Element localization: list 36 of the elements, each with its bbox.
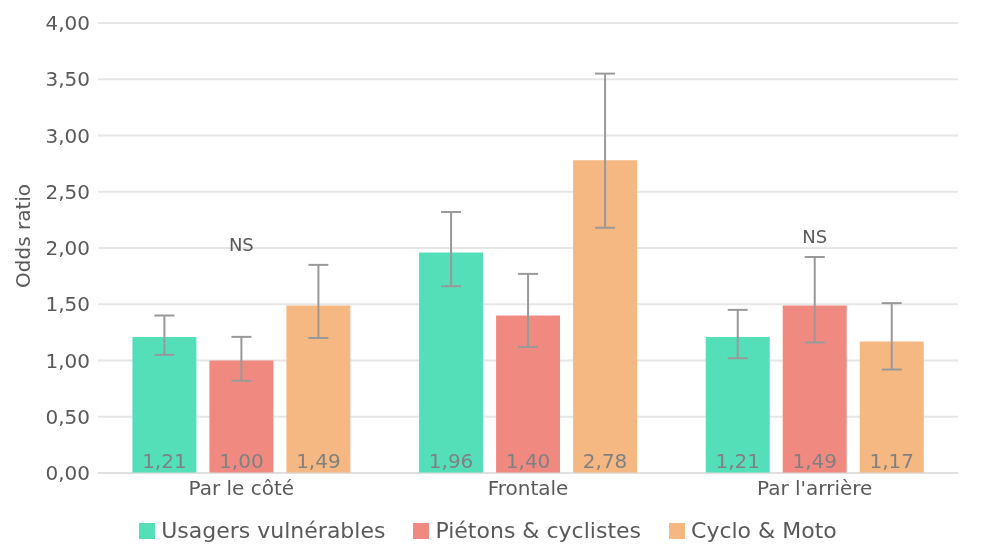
legend-label: Usagers vulnérables <box>160 518 386 543</box>
data-label: 1,21 <box>142 449 187 473</box>
bar <box>132 336 197 473</box>
y-tick-label: 3,00 <box>45 123 90 148</box>
bar <box>419 252 484 473</box>
data-label: 1,21 <box>715 449 760 473</box>
data-label: 1,96 <box>428 449 474 473</box>
y-tick-label: 0,50 <box>45 404 90 429</box>
bar <box>782 305 847 473</box>
data-label: 1,00 <box>219 449 264 473</box>
y-tick-label: 0,00 <box>45 461 90 486</box>
data-label: 2,78 <box>582 449 628 473</box>
y-tick-label: 1,00 <box>45 348 90 373</box>
annotation: NS <box>802 226 828 247</box>
annotation: NS <box>228 233 254 255</box>
data-label: 1,17 <box>869 449 914 473</box>
y-tick-label: 1,50 <box>45 292 90 317</box>
x-tick-label: Par l'arrière <box>756 476 873 501</box>
data-label: 1,49 <box>296 449 341 473</box>
y-axis-title: Odds ratio <box>11 183 36 288</box>
data-label: 1,49 <box>792 449 837 473</box>
y-tick-label: 3,50 <box>45 67 90 92</box>
bar <box>209 360 274 473</box>
y-tick-label: 2,50 <box>45 179 90 204</box>
bar <box>859 341 924 473</box>
y-tick-label: 4,00 <box>45 11 90 36</box>
data-label: 1,40 <box>505 449 551 473</box>
bar <box>286 305 351 473</box>
x-tick-label: Frontale <box>487 476 569 501</box>
legend-label: Cyclo & Moto <box>690 518 837 543</box>
x-tick-label: Par le côté <box>188 476 295 501</box>
y-tick-label: 2,00 <box>45 236 90 261</box>
bar <box>496 315 561 473</box>
bar <box>573 160 638 473</box>
bar <box>705 336 770 473</box>
legend-label: Piétons & cyclistes <box>434 518 642 543</box>
